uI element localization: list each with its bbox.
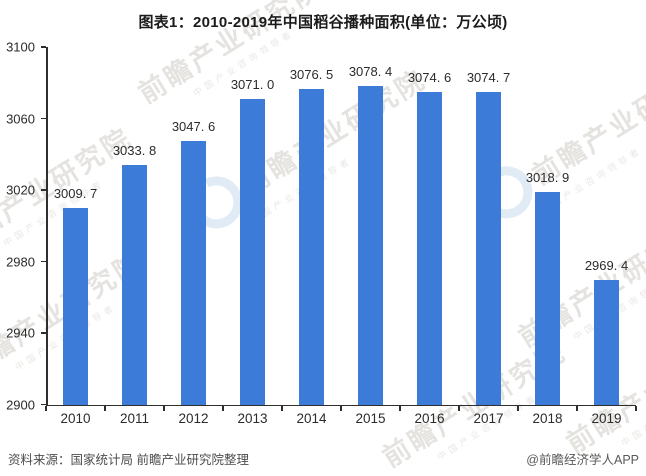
x-axis-label: 2019 xyxy=(591,411,622,426)
x-axis-tick xyxy=(45,406,47,411)
x-axis-tick xyxy=(517,406,519,411)
bar-2013 xyxy=(240,98,265,405)
y-axis-line xyxy=(46,47,48,405)
plot-area xyxy=(41,46,637,411)
bar-2019 xyxy=(594,280,619,405)
y-axis-tick xyxy=(41,403,46,406)
x-axis-tick xyxy=(163,406,165,411)
y-axis-label: 2940 xyxy=(6,325,35,341)
bar-value-label: 3018. 9 xyxy=(525,169,570,185)
x-axis-tick xyxy=(458,406,460,411)
y-axis-tick xyxy=(41,117,46,120)
bar-value-label: 3047. 6 xyxy=(171,118,216,134)
x-axis-label: 2012 xyxy=(178,411,209,426)
bar-value-label: 3033. 8 xyxy=(112,143,157,159)
bar-value-label: 3078. 4 xyxy=(348,63,393,79)
x-axis-label: 2016 xyxy=(414,411,445,426)
x-axis-tick xyxy=(222,406,224,411)
bar-2017 xyxy=(476,92,501,405)
x-axis-tick xyxy=(576,406,578,411)
chart-title: 图表1：2010-2019年中国稻谷播种面积(单位：万公顷) xyxy=(138,14,508,31)
y-axis-tick xyxy=(41,189,46,191)
bar-value-label: 3074. 7 xyxy=(466,70,511,86)
x-axis-tick xyxy=(399,406,401,411)
x-axis-label: 2013 xyxy=(237,411,268,426)
source-note: 资料来源：国家统计局 前瞻产业研究院整理 xyxy=(8,453,249,467)
y-axis-label: 2980 xyxy=(6,254,35,269)
x-axis-label: 2015 xyxy=(355,411,386,426)
bar-2014 xyxy=(299,89,324,405)
x-axis-label: 2017 xyxy=(473,411,504,426)
y-axis-tick xyxy=(41,46,46,48)
x-axis-label: 2010 xyxy=(60,411,91,426)
y-axis-label: 2900 xyxy=(6,397,35,412)
bar-2011 xyxy=(122,165,147,405)
x-axis-tick xyxy=(104,406,106,411)
y-axis-label: 3060 xyxy=(6,111,35,126)
bar-value-label: 3076. 5 xyxy=(289,67,334,82)
x-axis-label: 2014 xyxy=(296,411,327,426)
x-axis-tick xyxy=(635,406,637,411)
app-credit: @前瞻经济学人APP xyxy=(526,453,639,467)
bar-2012 xyxy=(181,140,206,405)
x-axis-line xyxy=(46,404,636,406)
bar-2018 xyxy=(535,191,560,405)
bar-value-label: 2969. 4 xyxy=(584,258,629,274)
bar-value-label: 3074. 6 xyxy=(407,70,452,86)
bar-2016 xyxy=(417,92,442,405)
bar-2015 xyxy=(358,85,383,405)
y-axis-label: 3020 xyxy=(6,182,35,198)
y-axis-label: 3100 xyxy=(6,39,35,55)
bar-2010 xyxy=(63,208,88,405)
y-axis-tick xyxy=(41,260,46,263)
x-axis-tick xyxy=(340,406,342,411)
x-axis-label: 2011 xyxy=(119,411,150,426)
bar-value-label: 3009. 7 xyxy=(53,186,98,202)
x-axis-tick xyxy=(281,406,283,411)
bar-value-label: 3071. 0 xyxy=(230,76,275,92)
y-axis-tick xyxy=(41,332,46,334)
x-axis-label: 2018 xyxy=(532,411,563,426)
